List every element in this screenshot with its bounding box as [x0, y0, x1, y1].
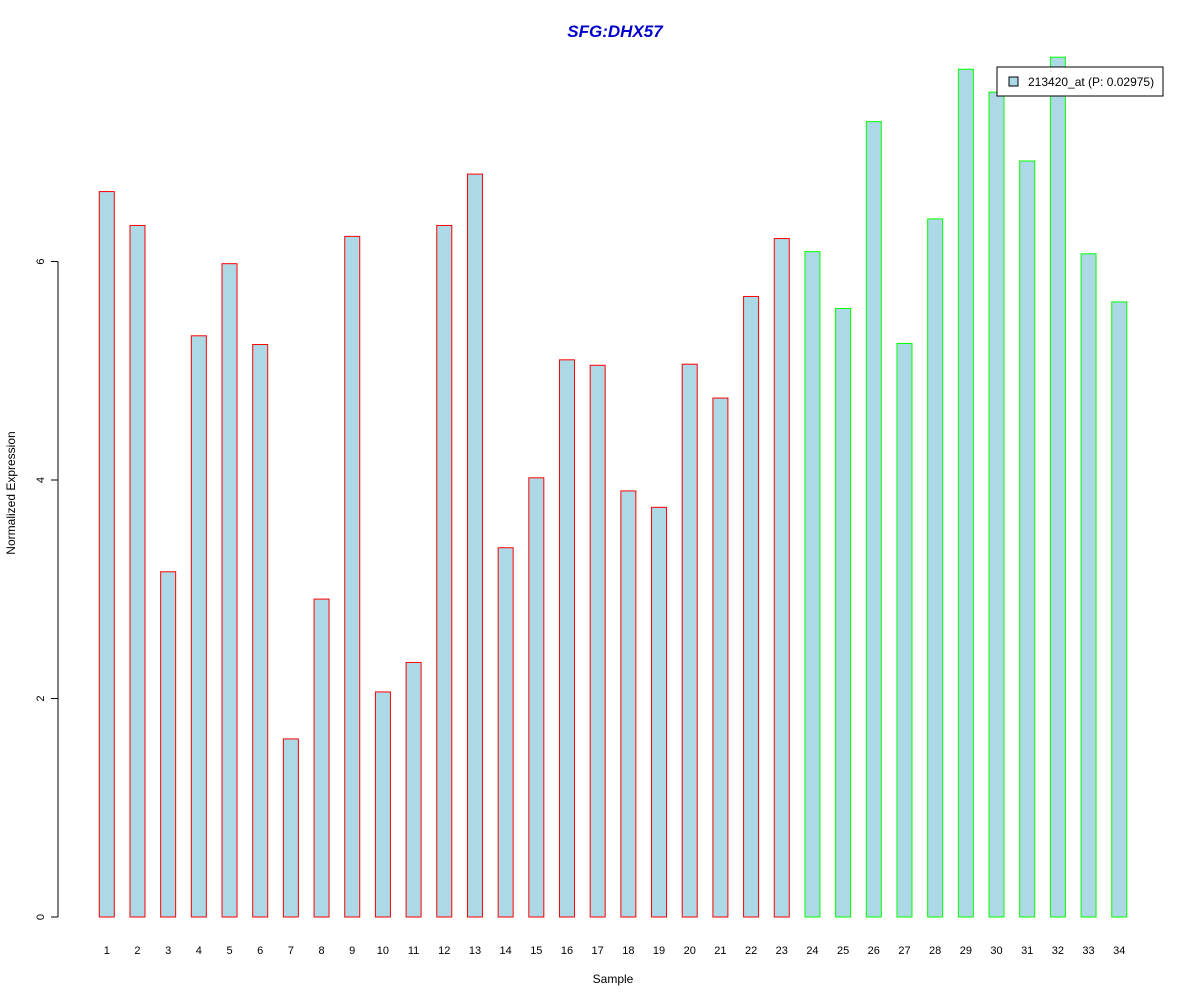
x-tick-label: 5 [226, 945, 232, 957]
x-tick-label: 17 [592, 945, 604, 957]
y-axis: 0 2 4 6 [35, 258, 59, 920]
x-tick-label: 26 [868, 945, 880, 957]
x-tick-label: 31 [1021, 945, 1033, 957]
x-tick-label: 18 [622, 945, 634, 957]
x-tick-label: 21 [714, 945, 726, 957]
x-tick-label: 34 [1113, 945, 1125, 957]
x-tick-label: 8 [318, 945, 324, 957]
bar-sample-20 [681, 363, 698, 918]
x-tick-label: 22 [745, 945, 757, 957]
x-tick-label: 25 [837, 945, 849, 957]
x-tick-label: 9 [349, 945, 355, 957]
x-tick-label: 29 [960, 945, 972, 957]
bar-sample-24 [804, 251, 821, 918]
x-tick-label: 20 [684, 945, 696, 957]
bar-sample-3 [160, 571, 177, 918]
y-axis-label: Normalized Expression [4, 431, 18, 554]
chart-title: SFG:DHX57 [567, 22, 664, 41]
bar-sample-26 [865, 121, 882, 918]
x-tick-label: 3 [165, 945, 171, 957]
bar-sample-32 [1049, 56, 1066, 918]
x-tick-label: 12 [438, 945, 450, 957]
legend-swatch [1008, 76, 1019, 87]
x-tick-label: 28 [929, 945, 941, 957]
x-tick-label: 33 [1082, 945, 1094, 957]
bar-sample-34 [1111, 301, 1128, 918]
bar-sample-10 [374, 691, 391, 918]
y-tick-label: 4 [35, 477, 47, 483]
y-tick-label: 6 [35, 258, 47, 264]
x-tick-label: 19 [653, 945, 665, 957]
bar-sample-14 [497, 547, 514, 918]
x-tick-label: 15 [530, 945, 542, 957]
x-tick-label: 24 [806, 945, 818, 957]
bar-sample-21 [712, 397, 729, 918]
bar-sample-8 [313, 598, 330, 918]
y-tick-label: 0 [35, 914, 47, 920]
bar-sample-19 [651, 506, 668, 918]
bar-sample-29 [957, 68, 974, 918]
x-tick-label: 7 [288, 945, 294, 957]
x-tick-label: 27 [898, 945, 910, 957]
x-tick-label: 14 [500, 945, 512, 957]
bar-sample-6 [252, 344, 269, 918]
legend: 213420_at (P: 0.02975) [996, 66, 1164, 97]
x-tick-label: 32 [1052, 945, 1064, 957]
y-tick-label: 2 [35, 695, 47, 701]
bar-sample-30 [988, 91, 1005, 918]
bar-sample-4 [190, 335, 207, 918]
x-tick-label: 23 [776, 945, 788, 957]
legend-box [996, 66, 1164, 97]
x-axis-label: Sample [593, 972, 634, 986]
bar-sample-12 [436, 224, 453, 918]
bar-sample-31 [1019, 160, 1036, 918]
x-tick-label: 13 [469, 945, 481, 957]
bar-sample-2 [129, 224, 146, 918]
x-tick-label: 30 [990, 945, 1002, 957]
bar-sample-9 [344, 235, 361, 918]
x-tick-label: 1 [104, 945, 110, 957]
x-tick-label: 6 [257, 945, 263, 957]
bar-sample-16 [559, 359, 575, 918]
bar-sample-25 [835, 307, 852, 918]
bar-sample-7 [282, 738, 299, 918]
bars [98, 56, 1128, 918]
x-tick-label: 4 [196, 945, 202, 957]
bar-sample-22 [743, 295, 760, 918]
legend-series-label: 213420_at (P: 0.02975) [1028, 75, 1154, 89]
x-tick-label: 11 [408, 945, 419, 957]
bar-sample-1 [98, 191, 115, 918]
x-tick-label: 10 [377, 945, 389, 957]
x-tick-labels: 1 2 3 4 5 6 7 8 9 10 11 12 13 14 15 16 17 18 19 20 21 22 23 24 2… [104, 945, 1126, 957]
bar-sample-23 [773, 238, 790, 918]
bar-sample-33 [1080, 253, 1097, 918]
bar-sample-18 [620, 490, 637, 918]
bar-sample-15 [528, 477, 545, 918]
x-tick-label: 16 [561, 945, 573, 957]
x-tick-label: 2 [134, 945, 140, 957]
bar-sample-13 [466, 173, 483, 918]
bar-sample-27 [896, 342, 913, 918]
bar-sample-5 [221, 263, 238, 918]
bar-sample-11 [405, 661, 422, 918]
bar-sample-28 [927, 218, 944, 918]
bar-sample-17 [589, 364, 606, 918]
